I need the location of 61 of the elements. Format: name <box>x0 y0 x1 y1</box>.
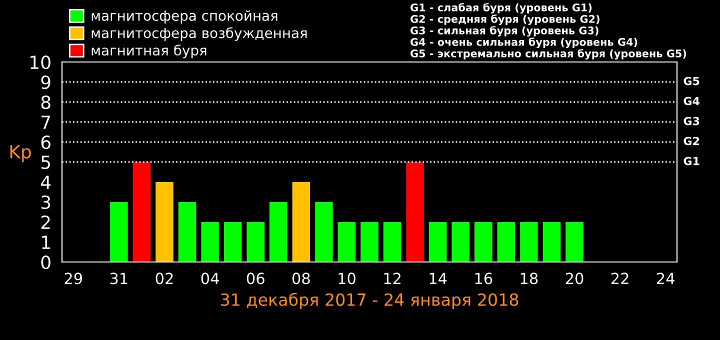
bar <box>224 222 242 262</box>
x-tick-label: 06 <box>246 272 264 284</box>
text: G5 - экстремально сильная буря (уровень G5) <box>410 49 686 60</box>
bar <box>383 222 402 262</box>
bar <box>360 222 378 262</box>
bar <box>428 222 447 262</box>
x-tick-label: 18 <box>520 272 538 284</box>
y-tick-label: 2 <box>41 215 50 229</box>
ref-line-label: G4 <box>684 96 700 106</box>
y-tick-label: 0 <box>41 255 50 270</box>
y-tick-label: 8 <box>41 95 50 110</box>
bar <box>132 162 151 262</box>
bar <box>246 222 264 262</box>
ref-line-label: G2 <box>684 136 700 146</box>
bar <box>406 162 424 262</box>
bar <box>270 202 288 262</box>
bar <box>542 222 561 262</box>
x-tick-label: 08 <box>292 272 310 284</box>
x-tick-label: 24 <box>657 272 674 284</box>
text: G4 - очень сильная буря (уровень G4) <box>410 38 638 48</box>
x-tick-label: 04 <box>201 272 219 284</box>
x-axis-title: 31 декабря 2017 - 24 января 2018 <box>220 292 518 310</box>
ref-line-label: G1 <box>684 156 700 166</box>
x-tick-label: 31 <box>110 272 128 284</box>
bar <box>566 222 584 262</box>
y-axis-title: Kp <box>10 145 31 162</box>
text: G1 - слабая буря (уровень G1) <box>410 3 592 14</box>
text: G3 - сильная буря (уровень G3) <box>410 26 598 37</box>
x-tick-label: 20 <box>566 272 584 284</box>
bar <box>156 182 174 262</box>
x-tick-label: 16 <box>475 272 492 284</box>
bar <box>338 222 356 262</box>
x-tick-label: 12 <box>384 272 400 284</box>
x-tick-label: 02 <box>156 272 173 284</box>
bar <box>497 222 516 262</box>
legend-label: магнитная буря <box>92 44 206 58</box>
y-tick-label: 5 <box>41 156 50 170</box>
x-tick-label: 14 <box>430 272 447 284</box>
x-tick-label: 10 <box>338 272 356 284</box>
legend-label: магнитосфера возбужденная <box>92 27 307 41</box>
bar <box>110 202 128 262</box>
legend-label: магнитосфера спокойная <box>92 10 278 24</box>
y-tick-label: 3 <box>41 195 50 210</box>
x-tick-label: 22 <box>611 272 628 284</box>
y-tick-label: 10 <box>30 55 50 70</box>
y-tick-label: 9 <box>41 75 50 90</box>
ref-line-label: G3 <box>684 116 700 126</box>
bar <box>178 202 196 262</box>
bar <box>520 222 538 262</box>
bar <box>315 202 333 262</box>
y-tick-label: 4 <box>40 176 51 189</box>
x-tick-label: 29 <box>64 272 82 284</box>
text: G2 - средняя буря (уровень G2) <box>410 14 600 26</box>
ref-line-label: G5 <box>684 76 700 86</box>
bar <box>452 222 470 262</box>
y-tick-label: 7 <box>42 116 50 129</box>
y-tick-label: 6 <box>41 135 50 150</box>
bar <box>201 222 219 262</box>
bar <box>292 182 310 262</box>
y-tick-label: 1 <box>42 236 50 249</box>
bar <box>474 222 492 262</box>
